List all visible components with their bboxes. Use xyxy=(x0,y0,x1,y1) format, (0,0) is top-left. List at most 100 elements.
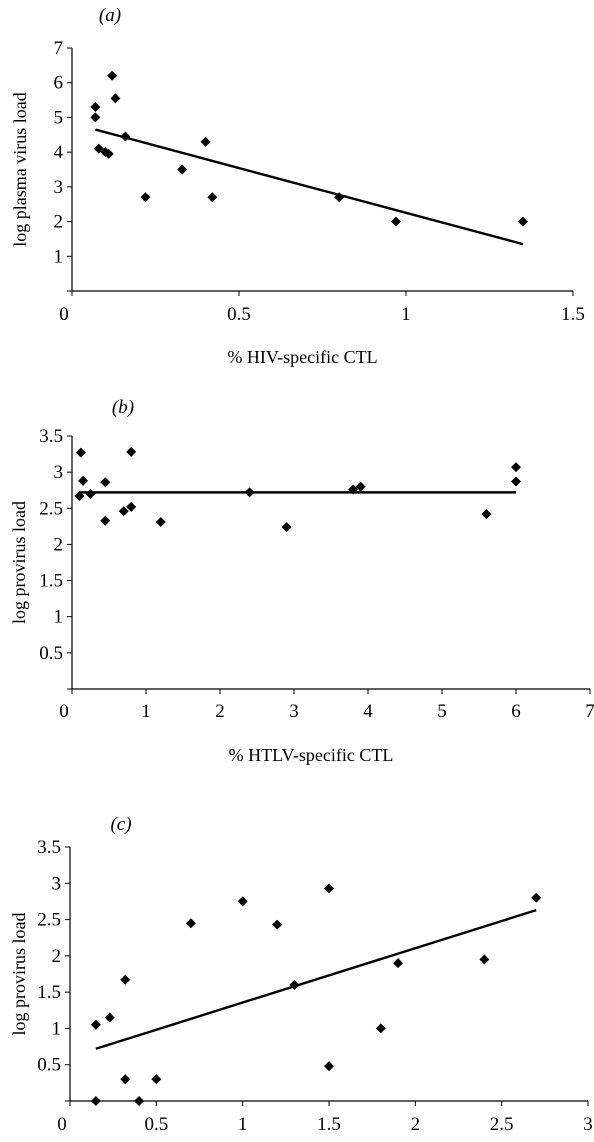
x-tick-label: 0.5 xyxy=(227,304,251,325)
x-tick-label: 2.5 xyxy=(490,1114,514,1135)
x-tick-label: 0.5 xyxy=(144,1114,168,1135)
data-point xyxy=(93,143,104,154)
data-point xyxy=(78,475,89,486)
y-tick-label: 1 xyxy=(52,1018,62,1039)
data-point xyxy=(155,517,166,528)
data-point xyxy=(479,954,490,965)
trend-line xyxy=(95,128,524,246)
data-point xyxy=(107,70,118,81)
data-point xyxy=(289,979,300,990)
panel-c-htlv-provirus-load: 0.511.522.533.500.511.522.53% HTLV-speci… xyxy=(9,814,593,1135)
y-tick-label: 2 xyxy=(54,534,64,555)
y-tick-label: 0.5 xyxy=(37,1055,61,1076)
data-point xyxy=(375,1023,386,1034)
data-point xyxy=(281,522,292,533)
y-axis-title: log provirus load xyxy=(9,913,29,1036)
y-tick-label: 7 xyxy=(54,38,64,59)
y-tick-label: 1.5 xyxy=(39,571,63,592)
y-tick-label: 3 xyxy=(52,873,62,894)
data-point xyxy=(90,1096,101,1106)
y-axis-title: log provirus load xyxy=(9,501,29,624)
data-point xyxy=(104,1012,115,1023)
y-tick-label: 0.5 xyxy=(39,643,63,664)
data-point xyxy=(103,148,114,159)
y-axis-title: log plasma virus load xyxy=(10,92,30,246)
x-tick-label: 1.5 xyxy=(561,304,585,325)
x-tick-label: 2 xyxy=(215,701,225,722)
data-point xyxy=(126,446,137,457)
x-tick-label: 1 xyxy=(141,701,151,722)
data-point xyxy=(90,102,101,113)
y-tick-label: 1.5 xyxy=(37,982,61,1003)
data-point xyxy=(324,1061,334,1072)
y-tick-label: 3 xyxy=(54,177,64,198)
y-tick-label: 2.5 xyxy=(39,498,63,519)
data-point xyxy=(118,506,129,517)
data-point xyxy=(100,477,111,488)
x-tick-label: 0 xyxy=(57,1114,67,1135)
data-point xyxy=(481,509,492,520)
y-tick-label: 3.5 xyxy=(37,837,61,858)
y-tick-label: 1 xyxy=(54,607,64,628)
data-point xyxy=(177,164,188,175)
data-point xyxy=(126,501,137,512)
y-tick-label: 2.5 xyxy=(37,910,61,931)
data-point xyxy=(511,462,521,473)
data-point xyxy=(120,974,131,985)
x-axis-title: % HIV-specific CTL xyxy=(227,347,377,367)
x-tick-label: 3 xyxy=(583,1114,593,1135)
data-point xyxy=(348,484,359,495)
panel-b-htlv-provirus-load: 0.5 1 1.5 2 2.5 3 3.5 0 1 2 3 4 5 6 7 % HTLV-specific C… xyxy=(9,397,594,765)
data-point xyxy=(390,216,401,227)
x-tick-label: 6 xyxy=(511,701,521,722)
data-point xyxy=(75,447,86,458)
trend-line xyxy=(95,908,537,1050)
data-point xyxy=(244,487,255,498)
y-tick-label: 5 xyxy=(54,107,64,128)
data-point xyxy=(140,192,151,203)
data-point xyxy=(272,919,283,930)
data-point xyxy=(151,1074,162,1085)
data-point xyxy=(120,131,131,142)
x-tick-label: 4 xyxy=(363,701,373,722)
data-point xyxy=(185,918,196,929)
data-point xyxy=(120,1074,131,1085)
data-point xyxy=(85,488,96,499)
data-point xyxy=(134,1096,145,1106)
x-tick-label: 1 xyxy=(401,304,411,325)
x-axis-title: % HTLV-specific CTL xyxy=(229,745,394,765)
y-tick-label: 2 xyxy=(52,946,62,967)
data-point xyxy=(207,192,218,203)
x-tick-label: 1.5 xyxy=(317,1114,341,1135)
panel-label: (c) xyxy=(110,814,131,835)
y-tick-label: 3 xyxy=(54,462,64,483)
y-tick-label: 3.5 xyxy=(39,426,63,447)
x-tick-label: 3 xyxy=(289,701,299,722)
x-tick-label: 1 xyxy=(238,1114,248,1135)
y-tick-label: 1 xyxy=(54,246,64,267)
data-point xyxy=(334,192,345,203)
y-tick-label: 4 xyxy=(54,142,64,163)
x-tick-label: 7 xyxy=(585,701,594,722)
data-point xyxy=(237,896,248,907)
data-point xyxy=(355,481,366,492)
panel-label: (b) xyxy=(112,397,134,418)
data-point xyxy=(324,883,334,894)
data-point xyxy=(110,93,121,104)
panel-a-hiv-virus-load: 1 2 3 4 5 6 7 0 0.5 1 1.5 % HIV-specific CTL log pla… xyxy=(10,5,585,367)
x-tick-label: 2 xyxy=(411,1114,421,1135)
data-point xyxy=(531,892,542,903)
data-point xyxy=(90,112,101,123)
x-tick-label: 0 xyxy=(59,304,69,325)
x-tick-label: 0 xyxy=(59,701,69,722)
data-point xyxy=(100,515,111,526)
x-tick-label: 5 xyxy=(437,701,447,722)
y-tick-label: 6 xyxy=(54,73,64,94)
panel-label: (a) xyxy=(99,5,121,26)
data-point xyxy=(511,476,521,487)
data-point xyxy=(517,216,528,227)
data-point xyxy=(74,490,85,501)
y-tick-label: 2 xyxy=(54,212,64,233)
data-point xyxy=(393,958,404,969)
